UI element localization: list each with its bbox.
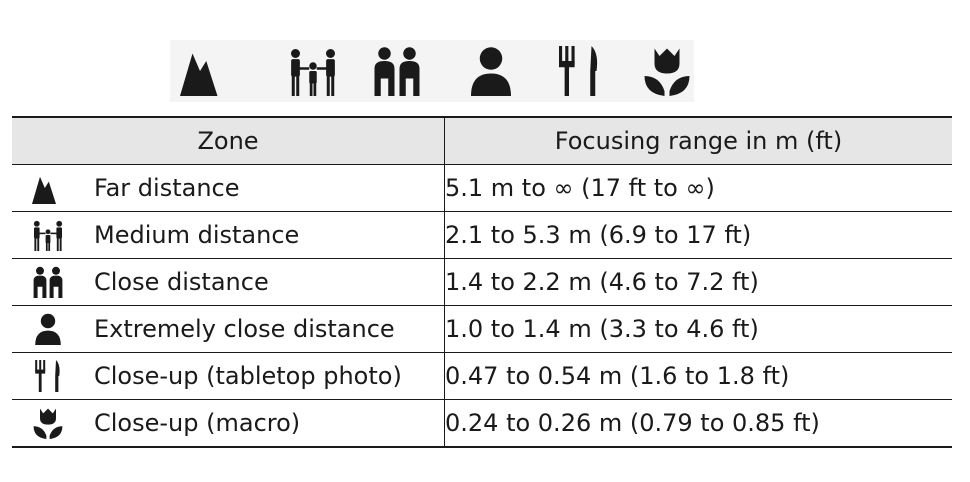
two-people-icon [32,266,68,298]
zone-cell: Extremely close distance [12,305,445,353]
zone-cell: Far distance [12,164,445,212]
focus-zone-table: Zone Focusing range in m (ft) Far distan… [12,116,952,448]
person-icon [466,45,516,97]
zone-column-header: Zone [12,116,445,165]
range-cell: 1.0 to 1.4 m (3.3 to 4.6 ft) [444,305,952,353]
table-row: Far distance 5.1 m to ∞ (17 ft to ∞) [12,164,952,212]
table-row: Close distance 1.4 to 2.2 m (4.6 to 7.2 … [12,258,952,306]
mountain-icon [32,172,68,204]
zone-label: Close distance [94,268,269,296]
zone-cell: Close distance [12,258,445,306]
zone-cell: Close-up (tabletop photo) [12,352,445,400]
zone-label: Extremely close distance [94,315,395,343]
zone-label: Close-up (macro) [94,409,301,437]
zone-label: Far distance [94,174,240,202]
fork-knife-icon [554,45,604,97]
table-row: Extremely close distance 1.0 to 1.4 m (3… [12,305,952,353]
zone-label: Medium distance [94,221,300,249]
family-icon [288,45,338,97]
range-column-header: Focusing range in m (ft) [444,116,952,165]
range-cell: 1.4 to 2.2 m (4.6 to 7.2 ft) [444,258,952,306]
family-icon [32,219,68,251]
tulip-icon [642,45,692,97]
range-cell: 0.47 to 0.54 m (1.6 to 1.8 ft) [444,352,952,400]
zone-cell: Close-up (macro) [12,399,445,448]
mountain-icon [180,45,230,97]
range-cell: 2.1 to 5.3 m (6.9 to 17 ft) [444,211,952,259]
table-row: Close-up (tabletop photo) 0.47 to 0.54 m… [12,352,952,400]
table-row: Medium distance 2.1 to 5.3 m (6.9 to 17 … [12,211,952,259]
range-cell: 0.24 to 0.26 m (0.79 to 0.85 ft) [444,399,952,448]
zone-cell: Medium distance [12,211,445,259]
zone-icon-strip [170,40,694,102]
table-header-row: Zone Focusing range in m (ft) [12,116,952,165]
table-row: Close-up (macro) 0.24 to 0.26 m (0.79 to… [12,399,952,448]
two-people-icon [372,45,422,97]
tulip-icon [32,407,68,439]
person-icon [32,313,68,345]
zone-label: Close-up (tabletop photo) [94,362,402,390]
fork-knife-icon [32,360,68,392]
range-cell: 5.1 m to ∞ (17 ft to ∞) [444,164,952,212]
